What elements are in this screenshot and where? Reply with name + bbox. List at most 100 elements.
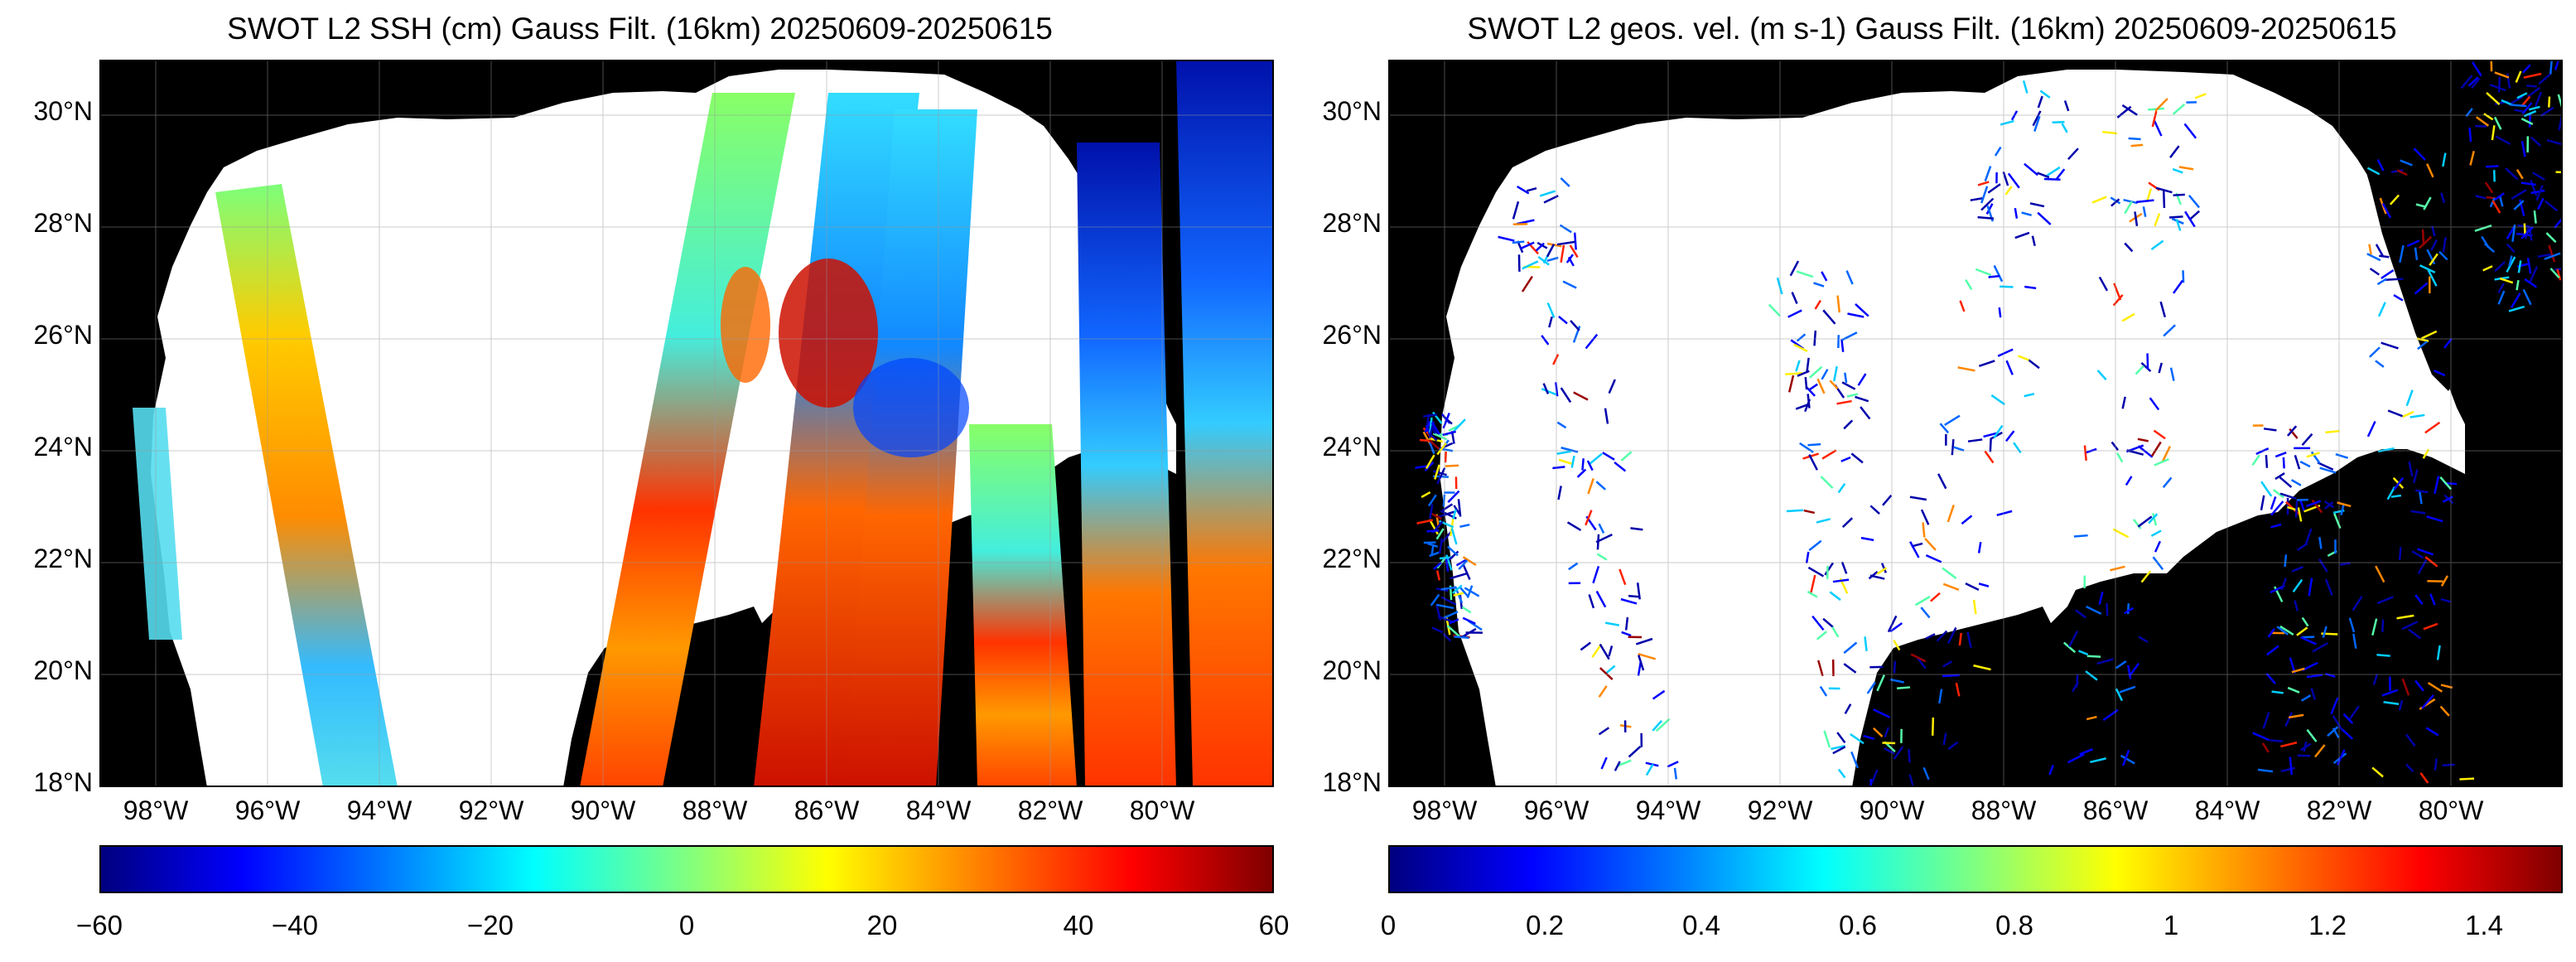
velocity-arrow: [1431, 626, 1444, 634]
velocity-arrow: [1638, 655, 1645, 671]
velocity-arrow: [1655, 718, 1671, 732]
velocity-arrow: [2279, 625, 2294, 636]
velocity-arrow: [2062, 641, 2077, 654]
colorbar-tick: 0: [1380, 910, 1397, 940]
velocity-arrow: [1438, 538, 1444, 554]
velocity-arrow: [2029, 202, 2045, 208]
colorbar-tick: 0.4: [1682, 910, 1720, 940]
velocity-arrow: [1980, 197, 1995, 211]
velocity-arrow: [1541, 388, 1557, 396]
velocity-arrow: [2137, 437, 2149, 442]
velocity-arrow: [1589, 452, 1603, 465]
velocity-arrow: [1604, 621, 1620, 626]
velocity-arrow: [2286, 425, 2298, 437]
velocity-arrow: [1966, 631, 1972, 649]
velocity-arrow: [1914, 595, 1931, 607]
velocity-arrow: [1595, 481, 1606, 491]
velocity-arrows: [1415, 60, 2563, 787]
velocity-arrow: [2426, 163, 2434, 178]
velocity-arrow: [2310, 687, 2317, 700]
velocity-arrow: [1977, 181, 1990, 186]
velocity-arrow: [1977, 215, 1995, 220]
velocity-arrow: [2352, 596, 2363, 612]
velocity-arrow: [1843, 641, 1858, 655]
velocity-arrow: [2497, 283, 2505, 293]
velocity-arrow: [2460, 75, 2473, 89]
velocity-arrow: [2429, 593, 2436, 606]
velocity-arrow: [2183, 123, 2197, 139]
velocity-arrow: [1430, 422, 1440, 435]
velocity-arrow: [2121, 312, 2135, 322]
lat-label: 30°N: [1322, 96, 1382, 126]
velocity-arrow: [2514, 109, 2525, 114]
velocity-arrow: [2521, 64, 2531, 74]
velocity-arrow: [2279, 492, 2297, 500]
colorbar-tick: 1: [2163, 910, 2179, 940]
velocity-arrow: [2276, 626, 2289, 636]
velocity-arrow: [1450, 573, 1467, 580]
velocity-arrow: [1937, 473, 1947, 490]
velocity-arrow: [2424, 421, 2441, 434]
velocity-arrow: [2301, 616, 2309, 627]
velocity-arrow: [1803, 509, 1816, 515]
velocity-arrow: [1864, 636, 1868, 651]
velocity-arrow: [1925, 554, 1942, 563]
velocity-arrow: [2387, 409, 2404, 418]
velocity-arrow: [1909, 496, 1927, 501]
velocity-arrow: [1566, 521, 1582, 531]
velocity-arrow: [1557, 486, 1562, 500]
velocity-arrow: [2528, 105, 2540, 111]
velocity-arrow: [2158, 362, 2163, 374]
velocity-arrow: [1587, 478, 1594, 495]
velocity-arrow: [2299, 742, 2312, 752]
velocity-arrow: [2340, 504, 2345, 515]
velocity-arrow: [2031, 235, 2036, 246]
velocity-arrow: [1816, 631, 1827, 641]
velocity-arrow: [1585, 510, 1593, 526]
velocity-arrow: [2405, 733, 2416, 747]
velocity-arrow: [2270, 496, 2277, 510]
velocity-arrow: [1576, 468, 1587, 478]
velocity-arrow: [2162, 446, 2172, 462]
velocity-arrow: [2506, 256, 2516, 273]
velocity-arrow: [1808, 539, 1822, 552]
velocity-arrow: [2436, 645, 2441, 660]
velocity-arrow: [1560, 176, 1570, 187]
velocity-arrow: [2427, 269, 2438, 287]
velocity-arrow: [2265, 672, 2276, 684]
lat-label: 18°N: [1322, 767, 1382, 797]
velocity-arrow: [2260, 495, 2265, 511]
velocity-arrow: [1449, 618, 1459, 625]
velocity-arrow: [1455, 558, 1469, 567]
velocity-arrow: [1836, 295, 1840, 313]
velocity-arrow: [2294, 500, 2299, 518]
lon-label: 84°W: [905, 795, 972, 825]
colorbar-tick: 0: [678, 910, 695, 940]
velocity-arrow: [2125, 476, 2133, 486]
velocity-arrow: [2324, 578, 2333, 596]
velocity-arrow: [2154, 98, 2168, 112]
velocity-arrow: [1840, 339, 1845, 352]
velocity-arrow: [1435, 528, 1445, 540]
lat-label: 20°N: [33, 655, 94, 685]
velocity-arrow: [2376, 278, 2388, 286]
velocity-arrow: [2408, 461, 2414, 477]
velocity-arrow: [1652, 720, 1663, 732]
lon-label: 82°W: [1017, 795, 1083, 825]
velocity-arrow: [1959, 300, 1966, 312]
velocity-arrow: [2405, 389, 2414, 407]
lon-label: 90°W: [570, 795, 636, 825]
velocity-arrow: [2483, 113, 2494, 121]
velocity-arrow: [2497, 76, 2501, 93]
velocity-arrow: [2290, 479, 2302, 486]
velocity-arrow: [1841, 517, 1854, 529]
lon-label: 88°W: [1971, 795, 2037, 825]
velocity-arrow: [2318, 558, 2328, 573]
velocity-arrow: [2127, 665, 2132, 679]
velocity-arrow: [2527, 86, 2540, 98]
velocity-arrow: [1996, 510, 2013, 516]
velocity-arrow: [2169, 367, 2175, 381]
lon-label: 94°W: [346, 795, 412, 825]
velocity-arrow: [2546, 138, 2563, 146]
velocity-arrow: [1847, 312, 1864, 318]
